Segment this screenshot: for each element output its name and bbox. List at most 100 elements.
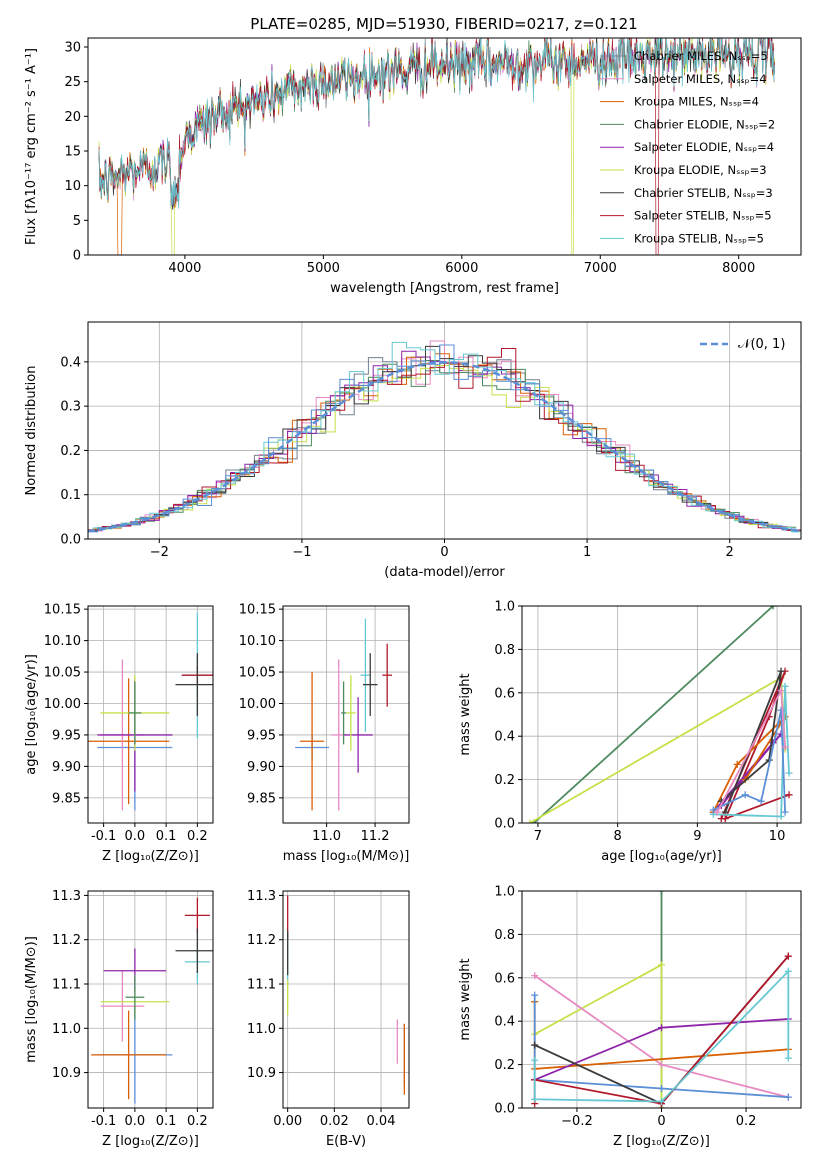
- plot-area: [526, 606, 793, 823]
- weight-marker: [531, 1095, 539, 1103]
- weight-marker: [757, 797, 765, 805]
- tick-label-x: 2: [726, 545, 734, 560]
- errorbar-point: [88, 678, 170, 805]
- tick-label-x: 0.2: [187, 829, 208, 844]
- axis-label-x: mass [log₁₀(M/M⊙)]: [283, 849, 410, 864]
- tick-label-x: 4000: [168, 261, 201, 276]
- tick-label-y: 10.10: [44, 634, 81, 649]
- axis-label-x: Z [log₁₀(Z/Z⊙)]: [613, 1134, 710, 1149]
- tick-label-x: 7: [534, 829, 542, 844]
- errorbar-point: [382, 643, 393, 707]
- tick-label-y: 0.0: [494, 817, 515, 832]
- axis-label-x: wavelength [Angstrom, rest frame]: [330, 281, 559, 296]
- tick-label-y: 9.90: [52, 760, 81, 775]
- tick-label-x: 0.04: [367, 1114, 396, 1129]
- weight-marker: [658, 1061, 665, 1069]
- weight-line: [533, 606, 774, 823]
- tick-label-y: 10.00: [239, 697, 276, 712]
- weight-marker: [777, 687, 785, 695]
- weight-marker: [784, 1054, 792, 1062]
- axes-frame: [521, 890, 802, 1109]
- chart-spectrum: 4000 5000 6000 7000 8000 0 5 10 15 20 25 30 waveleng…: [24, 37, 802, 296]
- weight-marker: [777, 667, 785, 675]
- tick-label-y: 1.0: [494, 600, 515, 615]
- plot-area: [295, 618, 393, 811]
- axes-frame: [87, 321, 802, 540]
- tick-label-x: 1: [583, 545, 591, 560]
- tick-label-x: 7000: [584, 261, 617, 276]
- weight-line: [529, 676, 786, 823]
- legend-entry: Salpeter MILES, Nₛₛₚ=4: [634, 72, 767, 86]
- tick-label-y: 0.4: [60, 355, 81, 370]
- tick-label-x: −1: [292, 545, 311, 560]
- tick-label-y: 0.2: [494, 773, 515, 788]
- tick-label-y: 0.4: [494, 730, 515, 745]
- weight-line: [712, 716, 786, 813]
- axes-frame: [87, 605, 214, 824]
- gaussian-curve: [88, 361, 801, 533]
- tick-label-x: 8000: [722, 261, 755, 276]
- tick-label-x: 0.2: [736, 1114, 757, 1129]
- legend-entry: Kroupa ELODIE, Nₛₛₚ=3: [634, 163, 767, 177]
- tick-label-y: 0.6: [494, 971, 515, 986]
- tick-label-y: 10.05: [239, 666, 276, 681]
- weight-marker: [531, 1056, 539, 1064]
- plot-area: [98, 38, 776, 255]
- tick-label-y: 25: [64, 75, 81, 90]
- tick-label-y: 11.2: [52, 933, 81, 948]
- tick-label-y: 9.95: [52, 728, 81, 743]
- tick-label-y: 0.3: [60, 400, 81, 415]
- tick-label-x: 0.0: [125, 829, 146, 844]
- weight-marker: [658, 1084, 665, 1092]
- weight-marker: [658, 1097, 665, 1105]
- plot-area: [88, 340, 801, 533]
- weight-marker: [658, 1024, 665, 1032]
- axis-label-x: Z [log₁₀(Z/Z⊙)]: [102, 1134, 199, 1149]
- axis-label-y: age [log₁₀(age/yr)]: [24, 654, 39, 775]
- axes-frame: [521, 605, 802, 824]
- errorbar-point: [184, 897, 210, 934]
- plots-layer: 4000 5000 6000 7000 8000051015202530waveleng…: [24, 37, 802, 1149]
- axis-label-x: age [log₁₀(age/yr)]: [601, 849, 722, 864]
- tick-label-y: 0.4: [494, 1015, 515, 1030]
- tick-label-y: 0.1: [60, 488, 81, 503]
- histogram-step: [88, 344, 797, 533]
- errorbar-point: [346, 675, 356, 751]
- chart-age_vs_Z: -0.1 0.0 0.1 0.2 9.85 9.90 9.95 10.00 10.05 10.10…: [24, 603, 214, 864]
- weight-marker: [526, 819, 534, 823]
- legend-entry: Kroupa STELIB, Nₛₛₚ=5: [634, 231, 764, 245]
- weight-marker: [531, 1041, 539, 1049]
- tick-label-y: 10.9: [52, 1066, 81, 1081]
- axis-label-y: Normed distribution: [24, 366, 39, 496]
- tick-label-y: 9.90: [247, 760, 276, 775]
- tick-label-x: 9: [693, 829, 701, 844]
- tick-label-x: 11.2: [361, 829, 390, 844]
- legend-entry: Salpeter STELIB, Nₛₛₚ=5: [634, 209, 772, 223]
- tick-label-y: 0: [73, 249, 81, 264]
- tick-label-y: 11.1: [247, 978, 276, 993]
- tick-label-y: 0.2: [494, 1058, 515, 1073]
- axes-frame: [87, 890, 214, 1109]
- tick-label-y: 20: [64, 110, 81, 125]
- tick-label-y: 15: [64, 145, 81, 160]
- tick-label-y: 11.0: [247, 1022, 276, 1037]
- tick-label-y: 10.10: [239, 634, 276, 649]
- tick-label-x: 0.1: [156, 1114, 177, 1129]
- weight-marker: [785, 791, 793, 799]
- axis-label-y: mass weight: [458, 673, 473, 755]
- tick-label-y: 9.85: [247, 791, 276, 806]
- weight-marker: [658, 891, 665, 895]
- plot-area: [88, 612, 213, 811]
- weight-marker: [721, 815, 729, 823]
- weight-marker: [784, 952, 792, 960]
- tick-label-x: −2: [150, 545, 169, 560]
- tick-label-x: 0.0: [125, 1114, 146, 1129]
- errorbar-point: [341, 681, 346, 745]
- legend-entry: Chabrier STELIB, Nₛₛₚ=3: [634, 186, 773, 200]
- axis-label-x: E(B-V): [326, 1134, 366, 1149]
- tick-label-x: −0.2: [561, 1114, 593, 1129]
- weight-marker: [733, 760, 741, 768]
- weight-marker: [781, 682, 789, 690]
- tick-label-x: 0.02: [320, 1114, 349, 1129]
